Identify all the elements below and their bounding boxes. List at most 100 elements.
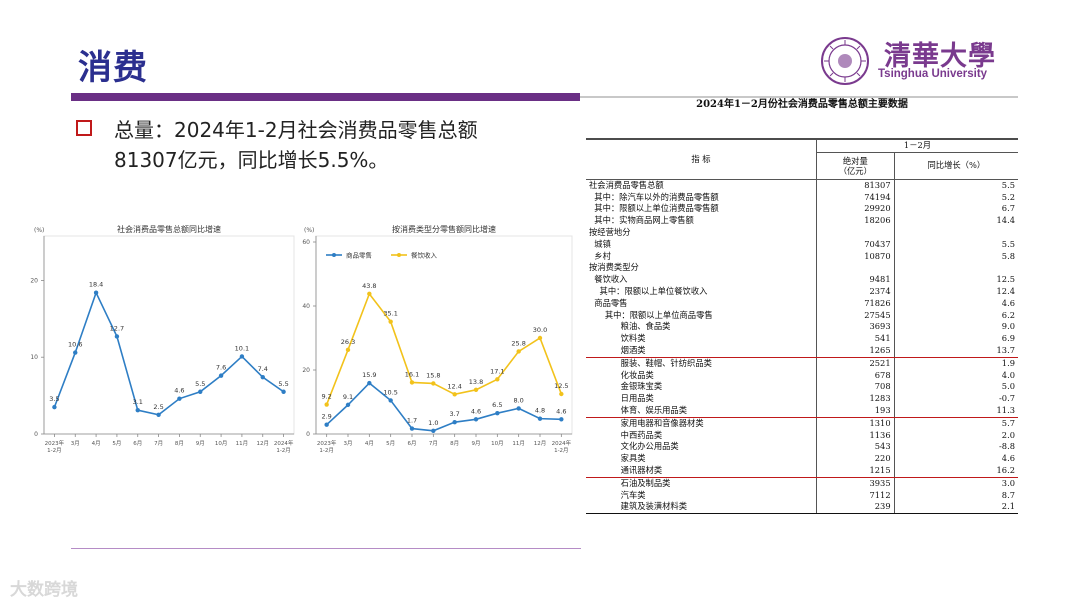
table-row: 按经营地分 [586, 226, 1018, 239]
row-absolute: 1215 [816, 464, 895, 478]
table-row: 社会消费品零售总额 81307 5.5 [586, 179, 1018, 192]
x-tick-label: 5月 [386, 440, 395, 447]
data-point [409, 426, 415, 431]
row-absolute: 220 [816, 453, 895, 465]
x-tick-label: 2023年 [317, 439, 337, 447]
row-absolute: 543 [816, 441, 895, 454]
y-tick-label: 60 [302, 239, 310, 246]
data-label: 6.5 [492, 401, 502, 409]
data-label: 8.0 [513, 396, 523, 404]
x-tick-label: 9月 [472, 440, 481, 447]
row-indicator: 日用品类 [586, 393, 817, 405]
data-point [367, 380, 372, 386]
row-indicator: 建筑及装潢材料类 [586, 501, 817, 515]
table-row: 餐饮收入 9481 12.5 [586, 274, 1018, 286]
data-point [345, 347, 351, 353]
row-absolute: 71826 [816, 297, 895, 310]
row-indicator: 中西药品类 [586, 429, 817, 442]
data-point [367, 291, 372, 297]
table-row: 其中：限额以上单位餐饮收入 2374 12.4 [586, 285, 1018, 298]
row-absolute: 74194 [816, 191, 895, 204]
table-row: 金银珠宝类 708 5.0 [586, 381, 1018, 394]
data-label: 9.2 [321, 393, 331, 401]
data-point [537, 335, 543, 341]
x-tick-label: 2024年 [552, 439, 572, 447]
data-label: 15.9 [362, 371, 376, 379]
row-growth: 13.7 [894, 344, 1018, 358]
row-growth: 3.0 [1001, 477, 1015, 488]
data-point [52, 404, 57, 410]
table-row: 其中：限额以上单位消费品零售额 29920 6.7 [586, 203, 1018, 216]
x-tick-label: 8月 [175, 440, 184, 447]
row-indicator: 按经营地分 [586, 226, 817, 239]
data-point [73, 350, 78, 355]
row-indicator: 石油及制品类 [586, 477, 817, 490]
series-line [53, 290, 285, 416]
data-point [495, 377, 500, 382]
table-row: 通讯器材类 1215 16.2 [586, 464, 1018, 478]
table-row: 饮料类 541 6.9 [586, 333, 1018, 345]
row-growth: 5.0 [1001, 381, 1015, 392]
table-row: 服装、鞋帽、针纺织品类 2521 1.9 [586, 357, 1018, 370]
legend-label: 商品零售 [346, 251, 372, 260]
row-absolute: 1136 [816, 429, 895, 442]
data-label: 1.0 [428, 419, 438, 427]
data-label: 3.1 [133, 398, 143, 406]
data-point [135, 407, 140, 413]
x-tick-label: 11月 [512, 440, 525, 447]
data-point [537, 416, 543, 421]
table-top-rule [586, 138, 1018, 140]
table-row: 体育、娱乐用品类 193 11.3 [586, 404, 1018, 418]
row-absolute [816, 226, 895, 239]
data-label: 3.7 [449, 410, 459, 418]
data-label: 2.5 [153, 403, 163, 411]
row-growth: -8.8 [999, 441, 1015, 452]
y-axis-label: (%) [304, 227, 314, 234]
data-point [93, 290, 99, 295]
data-label: 26.3 [341, 338, 355, 346]
row-indicator: 汽车类 [586, 489, 817, 502]
y-tick-label: 0 [306, 431, 310, 438]
table-row: 日用品类 1283 -0.7 [586, 393, 1018, 405]
x-tick-label: 3月 [71, 440, 80, 447]
data-label: 5.5 [195, 380, 205, 388]
chart-title: 社会消费品零售总额同比增速 [117, 224, 221, 234]
row-absolute: 678 [816, 369, 895, 382]
tsinghua-logo: 清華大學 Tsinghua University [820, 34, 1020, 88]
row-growth: 5.5 [1001, 179, 1015, 190]
y-tick-label: 0 [34, 431, 38, 438]
table-title: 2024年1－2月份社会消费品零售总额主要数据 [696, 99, 908, 110]
row-growth: 8.7 [1001, 489, 1015, 500]
x-tick-label: 7月 [154, 440, 163, 447]
table-row: 化妆品类 678 4.0 [586, 369, 1018, 382]
data-label: 7.4 [258, 365, 268, 373]
row-absolute: 1283 [816, 393, 895, 405]
data-point [431, 381, 436, 386]
series-line [325, 292, 563, 405]
row-growth: 4.6 [1001, 453, 1015, 464]
table-body: 社会消费品零售总额 81307 5.5 其中：除汽车以外的消费品零售额 74194 5.… [586, 179, 1018, 515]
data-point [452, 392, 457, 397]
row-absolute: 10870 [816, 250, 895, 263]
data-point [345, 402, 351, 408]
x-tick-label: 2023年 [45, 439, 65, 447]
data-label: 12.4 [447, 382, 461, 390]
x-tick-label: 6月 [133, 440, 142, 447]
data-point [198, 389, 203, 394]
row-growth: 5.8 [1001, 250, 1015, 261]
logo-chinese-text: 清華大學 [884, 41, 996, 72]
data-label: 10.1 [235, 344, 249, 352]
data-point [177, 396, 182, 401]
data-point [473, 417, 479, 422]
row-growth: 12.5 [996, 274, 1015, 285]
chart-total-growth: 社会消费品零售总额同比增速 (%) 0 10 20 2023年 1-2月 3月 4月 5月 6月 7月… [30, 212, 300, 462]
data-label: 7.6 [216, 364, 226, 372]
data-label: 9.1 [343, 393, 353, 401]
legend-label: 餐饮收入 [411, 251, 438, 260]
data-label: 17.1 [490, 367, 504, 375]
series-line [326, 382, 562, 432]
y-axis-label: (%) [34, 227, 44, 234]
row-absolute: 2521 [816, 357, 895, 370]
